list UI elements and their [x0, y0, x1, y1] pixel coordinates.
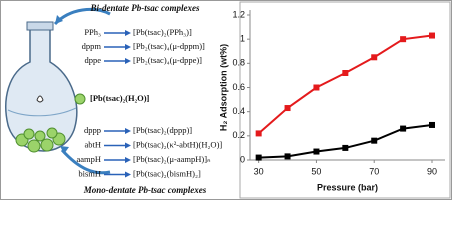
product: [Pb(tsac)₂(bismH)₂]: [133, 168, 201, 178]
marker: [313, 84, 320, 91]
arrow-head: [125, 58, 131, 64]
flask: [5, 7, 111, 175]
marker: [429, 32, 435, 39]
arrow-head: [125, 171, 131, 178]
figure: Bi-dentate Pb-tsac complexes [Pb(tsac)₂(…: [0, 0, 452, 200]
x-axis-label: Pressure (bar): [317, 182, 378, 192]
product: [Pb(tsac)₂(PPh₃)]: [133, 27, 192, 37]
ligand: aampH: [76, 154, 101, 164]
y-tick-label: 1.2: [232, 9, 245, 19]
ligand: abtH: [84, 139, 101, 149]
arrow-head: [125, 30, 131, 36]
ligand: dppe: [84, 55, 101, 65]
y-tick-label: 0.4: [232, 106, 245, 116]
product: [Pb(tsac)₂(κ²-abtH)(H₂O)]: [133, 139, 222, 149]
ligand: dppp: [84, 125, 101, 135]
product: [Pb(tsac)₂(dppp)]: [133, 125, 192, 135]
marker: [284, 105, 291, 112]
product: [Pb₂(tsac)₄(μ-dppe)]: [133, 55, 202, 65]
marker: [429, 121, 435, 128]
arrow-head: [125, 157, 131, 163]
marker: [255, 130, 262, 137]
reagent-ball: [74, 93, 86, 105]
bottom-title: Mono-dentate Pb-tsac complexes: [83, 185, 207, 195]
product: [Pb₂(tsac)₄(μ-dppm)]: [133, 41, 205, 51]
marker: [342, 144, 349, 151]
chart-panel: [239, 1, 451, 199]
top-title: Bi-dentate Pb-tsac complexes: [90, 3, 200, 13]
y-tick-label: 0.2: [232, 130, 245, 140]
x-tick-label: 50: [311, 166, 321, 176]
arrow-head: [125, 44, 131, 50]
ligand: bismH: [78, 168, 101, 178]
reaction-rows: PPh₃ [Pb(tsac)₂(PPh₃)] dppm [Pb₂(tsac)₄(μ-d…: [76, 27, 222, 179]
marker: [400, 36, 407, 43]
plot: 0 0.2 0.4 0.6 0.8 1 1.2 30 50 70 90 Pressure (bar) H…: [218, 9, 445, 192]
ligand: PPh₃: [84, 27, 101, 37]
marker: [371, 54, 378, 61]
product: [Pb(tsac)₂(μ-aampH)]ₙ: [133, 154, 211, 164]
y-tick-label: 0.8: [232, 58, 245, 68]
marker: [342, 70, 349, 76]
marker: [313, 148, 320, 155]
y-tick-label: 1: [240, 34, 245, 44]
marker: [400, 125, 407, 132]
y-tick-label: 0.6: [232, 82, 245, 92]
arrow-head: [125, 142, 131, 149]
marker: [255, 154, 262, 161]
x-tick-label: 70: [369, 166, 379, 176]
y-axis-label: H₂ Adsorption (wt%): [218, 44, 228, 131]
y-tick-label: 0: [240, 154, 245, 164]
arrow-head: [125, 128, 131, 134]
x-tick-label: 30: [254, 166, 264, 176]
x-tick-label: 90: [427, 166, 437, 176]
marker: [371, 137, 378, 144]
center-label: [Pb(tsac)₂(H₂O)]: [90, 93, 150, 103]
ligand: dppm: [82, 41, 102, 51]
marker: [284, 153, 291, 160]
